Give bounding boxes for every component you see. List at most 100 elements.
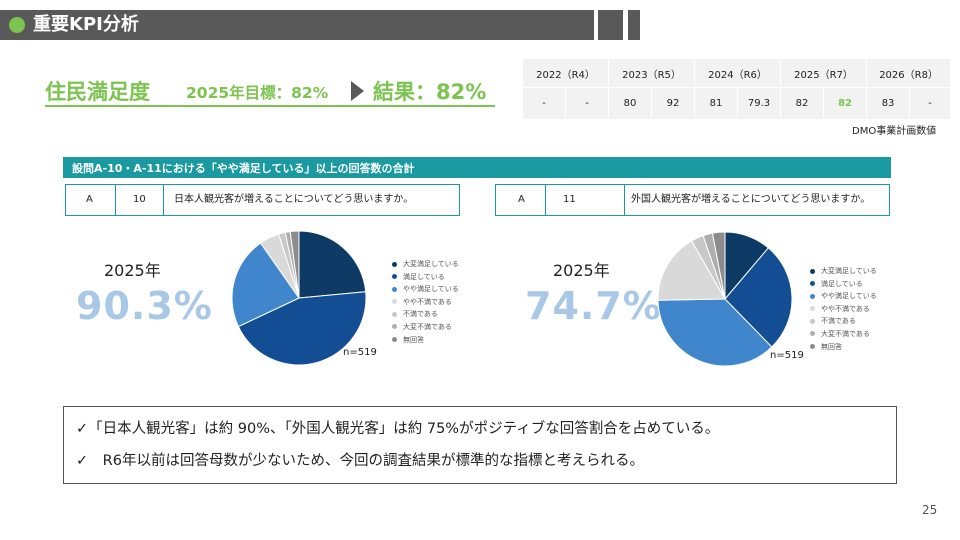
year-header: 2024（R6） [694,58,782,88]
legend-item: 大変満足している [810,265,877,278]
chart-legend: 大変満足している満足している やや満足している やや不満である 不満である大変不満であ… [392,258,459,346]
year-header: 2022（R4） [521,58,610,88]
pie-slice [657,298,773,367]
legend-item: 大変不満である [392,321,459,334]
legend-dot-icon [392,274,397,280]
legend-label: 大変不満である [821,329,870,338]
year-header: 2025（R7） [780,58,868,88]
legend-item: 不満である [810,315,877,328]
legend-label: 不満である [403,310,438,319]
sample-size-label: n=519 [770,350,804,361]
pie-slice [724,247,793,348]
chart-year-label: 2025年 [553,261,610,280]
year-header: 2023（R5） [608,58,696,88]
positive-ratio-value: 74.7% [525,284,662,328]
source-note: DMO事業計画数値 [852,126,937,137]
legend-label: 無回答 [821,342,842,351]
yearly-kpi-table: 2022（R4） 2023（R5） 2024（R6） 2025（R7） 2026… [521,58,952,120]
header-dot-icon [9,17,25,33]
kpi-underline [45,105,495,107]
header-decoration [598,10,623,40]
pie-slice [289,230,300,299]
legend-dot-icon [810,318,815,324]
conclusion-line: ✓ R6年以前は回答母数が少ないため、今回の調査結果が標準的な指標と考えられる。 [76,453,644,469]
pie-chart-foreign-tourists [657,231,793,367]
legend-label: やや満足している [821,292,877,301]
arrow-right-icon [351,81,364,101]
legend-label: 不満である [821,317,856,326]
table-cell: 92 [651,87,696,120]
sample-size-label: n=519 [343,347,377,358]
header-decoration [628,10,640,40]
question-number: 11 [563,194,576,205]
table-cell: - [522,87,566,120]
kpi-target: 2025年目標：82% [186,84,329,102]
pie-chart-japanese-tourists [231,230,367,366]
legend-label: やや不満である [403,297,452,306]
conclusion-line: ✓「日本人観光客」は約 90%、「外国人観光客」は約 75%がポジティブな回答割… [76,421,720,437]
pie-slice [711,231,726,300]
question-text: 日本人観光客が増えることについてどう思いますか。 [174,194,414,205]
legend-label: 大変満足している [821,267,877,275]
pie-slice [237,291,367,366]
legend-dot-icon [810,293,815,299]
table-value-row: - - 80 92 81 79.3 82 82 83 - [522,87,952,120]
legend-dot-icon [392,324,397,330]
legend-dot-icon [392,337,397,343]
legend-item: 無回答 [810,341,877,354]
legend-dot-icon [810,268,815,274]
legend-dot-icon [392,299,397,305]
legend-label: 満足している [821,279,863,288]
section-title: 設問A-10・A-11における「やや満足している」以上の回答数の合計 [72,162,415,175]
page-number: 25 [922,503,938,517]
table-header-row: 2022（R4） 2023（R5） 2024（R6） 2025（R7） 2026… [521,58,952,88]
pie-slice [298,230,367,299]
divider [163,185,164,215]
chart-year-label: 2025年 [104,261,161,280]
legend-item: やや満足している [392,283,459,296]
kpi-result: 結果：82% [373,80,487,104]
question-text: 外国人観光客が増えることについてどう思いますか。 [631,194,871,205]
section-bar [63,157,891,178]
divider [624,185,625,215]
table-cell-highlight: 82 [823,87,868,120]
pie-slice [657,240,726,301]
chart-legend: 大変満足している 満足しているやや満足している やや不満である 不満である大変不満であ… [810,265,877,353]
table-cell: 79.3 [737,87,782,120]
year-header: 2026（R8） [866,58,952,88]
legend-dot-icon [392,261,397,267]
legend-item: やや不満である [392,296,459,309]
legend-item: 無回答 [392,334,459,347]
legend-item: 大変満足している [392,258,459,271]
legend-dot-icon [810,281,815,287]
table-cell: 82 [780,87,825,120]
divider [115,185,116,215]
question-category: A [518,194,525,205]
legend-item: 満足している [392,271,459,284]
table-cell: 81 [694,87,739,120]
question-box-a10: A 10 日本人観光客が増えることについてどう思いますか。 [65,184,460,216]
table-cell: 80 [608,87,653,120]
legend-label: やや不満である [821,304,870,313]
legend-item: 不満である [392,308,459,321]
divider [545,185,546,215]
positive-ratio-value: 90.3% [76,284,213,328]
header-bar [0,10,594,40]
legend-dot-icon [810,306,815,312]
legend-item: やや満足している [810,290,877,303]
question-box-a11: A 11 外国人観光客が増えることについてどう思いますか。 [495,184,890,216]
legend-dot-icon [810,344,815,350]
conclusion-box: ✓「日本人観光客」は約 90%、「外国人観光客」は約 75%がポジティブな回答割… [63,406,897,484]
legend-dot-icon [392,311,397,317]
legend-dot-icon [392,286,397,292]
pie-slice [231,242,300,328]
kpi-title: 住民満足度 [45,80,150,104]
question-number: 10 [133,194,146,205]
legend-dot-icon [810,331,815,337]
table-cell: 83 [866,87,911,120]
table-cell: - [564,87,610,120]
legend-label: 無回答 [403,335,424,344]
legend-label: 大変不満である [403,322,452,331]
legend-label: 大変満足している [403,260,459,268]
legend-item: 大変不満である [810,328,877,341]
